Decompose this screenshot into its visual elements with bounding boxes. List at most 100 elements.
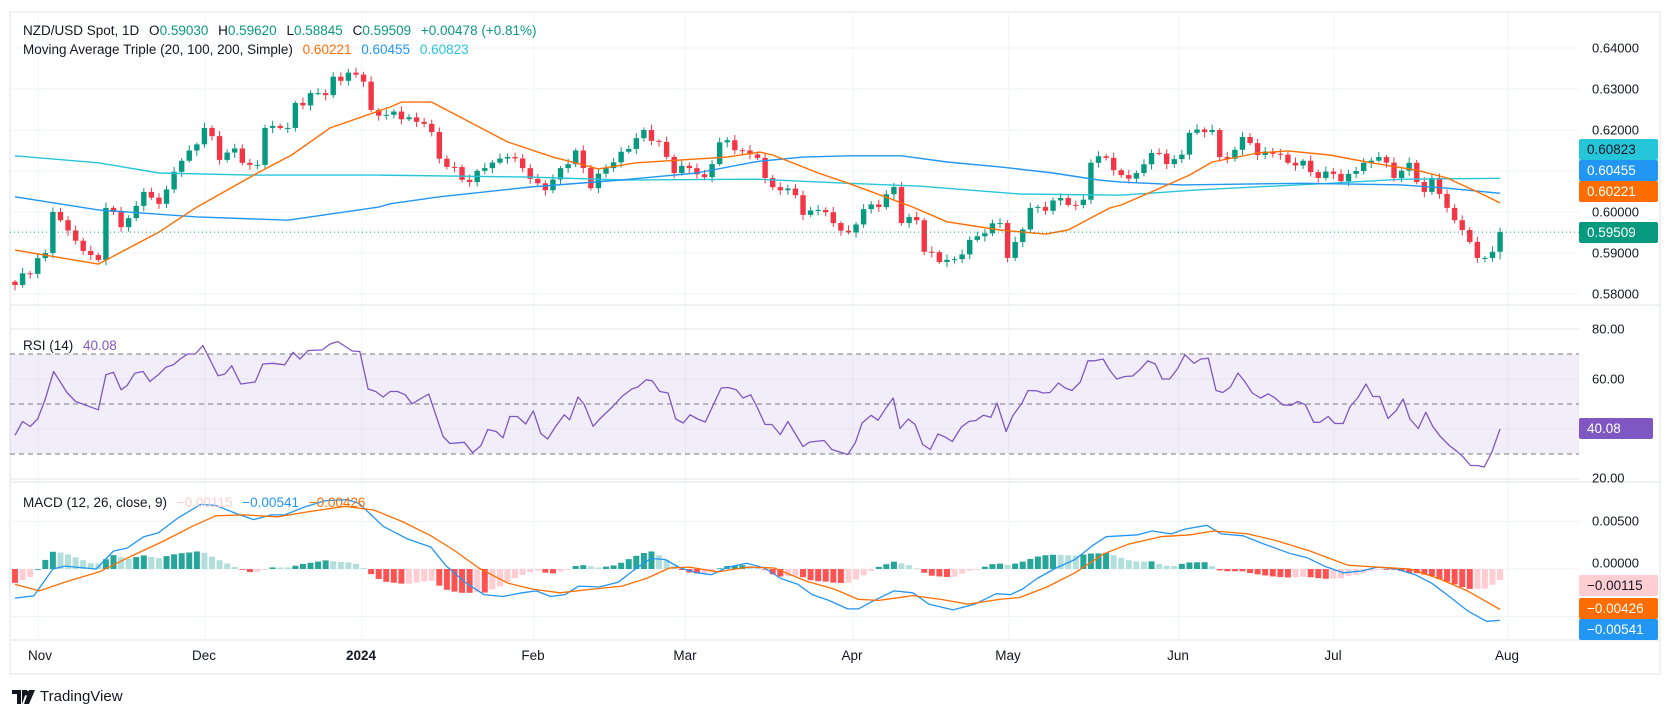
macd-histogram-bar bbox=[72, 557, 79, 569]
macd-histogram-bar bbox=[549, 569, 556, 574]
macd-histogram-bar bbox=[307, 562, 314, 569]
macd-histogram-bar bbox=[807, 569, 814, 581]
candle-body bbox=[891, 186, 897, 195]
macd-histogram-bar bbox=[1421, 569, 1428, 575]
time-tick: Feb bbox=[521, 648, 545, 663]
candle-body bbox=[807, 210, 814, 215]
macd-histogram-bar bbox=[557, 569, 564, 572]
macd-histogram-bar bbox=[12, 569, 18, 583]
candle-body bbox=[322, 93, 329, 96]
candle-body bbox=[1489, 251, 1496, 258]
candle-body bbox=[1262, 151, 1268, 156]
candle-body bbox=[974, 236, 980, 240]
macd-histogram-bar bbox=[27, 569, 34, 577]
macd-histogram-bar bbox=[299, 563, 306, 569]
ma20-value: 0.60221 bbox=[302, 42, 352, 57]
macd-histogram-bar bbox=[155, 558, 162, 569]
candle-body bbox=[1429, 177, 1435, 192]
macd-histogram-bar bbox=[277, 567, 284, 569]
candle-body bbox=[1133, 173, 1140, 179]
open-label: O bbox=[149, 23, 160, 38]
candle-body bbox=[1103, 156, 1109, 158]
candle-body bbox=[1156, 152, 1162, 154]
macd-histogram-bar bbox=[610, 565, 617, 569]
macd-histogram-bar bbox=[792, 569, 799, 576]
candle-body bbox=[1004, 223, 1011, 258]
symbol-legend: NZD/USD Spot, 1D O0.59030 H0.59620 L0.58… bbox=[23, 23, 542, 39]
macd-histogram-bar bbox=[148, 556, 155, 569]
candle-body bbox=[171, 171, 177, 190]
macd-histogram-bar bbox=[656, 555, 663, 569]
macd-histogram-bar bbox=[345, 562, 352, 569]
macd-histogram-bar bbox=[1156, 563, 1163, 569]
rsi-legend[interactable]: RSI (14) 40.08 bbox=[23, 338, 123, 354]
macd-histogram-bar bbox=[330, 561, 337, 569]
macd-histogram-bar bbox=[443, 569, 450, 590]
macd-histogram-bar bbox=[239, 569, 246, 570]
macd-histogram-bar bbox=[254, 569, 261, 572]
macd-histogram-bar bbox=[352, 563, 359, 569]
candle-body bbox=[285, 127, 291, 129]
macd-hist-tag: −0.00115 bbox=[1579, 575, 1658, 596]
macd-histogram-bar bbox=[981, 566, 988, 569]
candle-body bbox=[239, 148, 246, 163]
candle-body bbox=[194, 144, 200, 151]
macd-histogram-bar bbox=[989, 564, 996, 569]
candle-body bbox=[413, 117, 420, 122]
macd-histogram-bar bbox=[1171, 565, 1178, 569]
macd-histogram-bar bbox=[65, 554, 72, 569]
macd-histogram-bar bbox=[1012, 563, 1019, 569]
macd-histogram-bar bbox=[587, 566, 594, 569]
macd-histogram-bar bbox=[269, 567, 276, 569]
macd-histogram-bar bbox=[1072, 555, 1079, 569]
candle-body bbox=[1482, 257, 1488, 259]
macd-histogram-bar bbox=[1269, 569, 1276, 577]
candle-body bbox=[1353, 171, 1359, 174]
macd-histogram-bar bbox=[1474, 569, 1481, 589]
candle-body bbox=[1065, 198, 1071, 205]
macd-histogram-bar bbox=[19, 569, 26, 580]
candle-body bbox=[512, 157, 518, 159]
macd-histogram-bar bbox=[762, 569, 769, 570]
candle-body bbox=[686, 165, 693, 169]
candle-body bbox=[103, 207, 109, 260]
candle-body bbox=[1277, 153, 1284, 155]
candle-body bbox=[1209, 130, 1215, 133]
candle-body bbox=[1315, 172, 1321, 178]
candle-body bbox=[1020, 229, 1026, 242]
macd-histogram-bar bbox=[209, 556, 216, 569]
macd-histogram-bar bbox=[1322, 569, 1329, 579]
ma-legend[interactable]: Moving Average Triple (20, 100, 200, Sim… bbox=[23, 42, 475, 58]
macd-histogram-bar bbox=[1284, 569, 1291, 578]
macd-histogram-bar bbox=[360, 568, 367, 569]
macd-histogram-bar bbox=[1451, 569, 1458, 585]
candle-body bbox=[375, 109, 382, 116]
macd-histogram-bar bbox=[375, 569, 382, 580]
candle-body bbox=[663, 141, 670, 157]
macd-histogram-bar bbox=[997, 563, 1004, 569]
candle-body bbox=[118, 212, 124, 228]
candle-body bbox=[701, 174, 708, 178]
candle-body bbox=[1368, 160, 1374, 163]
macd-histogram-bar bbox=[481, 569, 488, 593]
time-tick: Jul bbox=[1324, 648, 1342, 663]
candle-body bbox=[565, 164, 571, 169]
candle-body bbox=[345, 72, 352, 81]
candle-body bbox=[1398, 170, 1405, 178]
macd-legend[interactable]: MACD (12, 26, close, 9) −0.00115 −0.0054… bbox=[23, 495, 371, 511]
macd-histogram-bar bbox=[1466, 569, 1473, 589]
macd-histogram-bar bbox=[534, 569, 541, 571]
candle-body bbox=[444, 158, 450, 167]
candle-body bbox=[747, 150, 753, 155]
macd-line bbox=[14, 498, 1501, 622]
macd-histogram-bar bbox=[163, 556, 170, 569]
tradingview-logo[interactable]: TradingView bbox=[12, 688, 123, 705]
macd-histogram-bar bbox=[1186, 562, 1193, 569]
candle-body bbox=[95, 255, 102, 260]
candle-body bbox=[785, 188, 791, 191]
macd-histogram-bar bbox=[284, 567, 291, 569]
candle-body bbox=[72, 230, 79, 241]
macd-histogram-bar bbox=[1337, 569, 1344, 579]
macd-histogram-bar bbox=[421, 569, 428, 582]
